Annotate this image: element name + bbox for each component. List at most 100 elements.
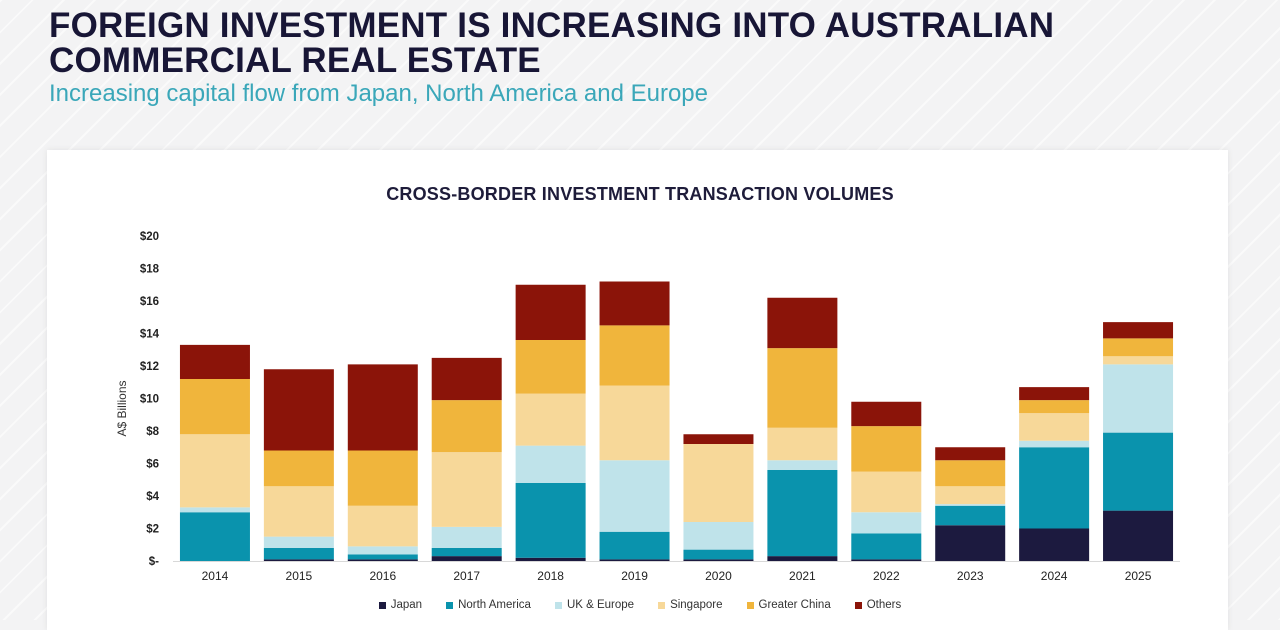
bar-segment-greater-china (515, 340, 586, 394)
bar-segment-others (179, 344, 250, 379)
bar-segment-north-america (179, 512, 250, 561)
legend-swatch (378, 601, 386, 609)
bar-segment-singapore (347, 505, 418, 547)
bar-segment-others (515, 284, 586, 340)
bar-segment-uk-europe (935, 504, 1006, 506)
y-tick-label: $16 (140, 296, 159, 308)
bar-segment-japan (515, 557, 586, 561)
legend-item: Others (854, 599, 902, 611)
bar-segment-north-america (1019, 447, 1090, 529)
legend-label: UK & Europe (566, 599, 635, 611)
legend-label: Greater China (758, 599, 831, 611)
y-tick-label: $2 (146, 524, 159, 536)
bar-segment-greater-china (431, 400, 502, 453)
bar-segment-north-america (935, 505, 1006, 526)
legend-swatch (746, 601, 754, 609)
bar-segment-greater-china (767, 348, 838, 428)
x-tick-label: 2023 (957, 569, 984, 583)
page-subtitle: Increasing capital flow from Japan, Nort… (49, 80, 709, 107)
bar-segment-singapore (263, 486, 334, 537)
bar-segment-japan (851, 559, 922, 561)
bar-segment-singapore (935, 486, 1006, 505)
bar-segment-others (431, 357, 502, 401)
bar-segment-singapore (599, 385, 670, 461)
bar-segment-north-america (767, 470, 838, 557)
legend-label: Others (866, 599, 902, 611)
bar-segment-japan (347, 559, 418, 561)
bar-segment-japan (431, 556, 502, 561)
bar-segment-singapore (431, 452, 502, 527)
bar-segment-greater-china (1019, 400, 1090, 414)
bar-segment-singapore (179, 434, 250, 508)
bar-segment-greater-china (1103, 338, 1174, 357)
y-tick-label: $8 (146, 426, 159, 438)
bar-segment-japan (1103, 510, 1174, 561)
y-tick-label: $4 (146, 491, 159, 503)
x-tick-label: 2014 (202, 569, 229, 583)
legend-label: North America (458, 599, 531, 611)
legend-item: UK & Europe (554, 599, 635, 611)
bar-segment-singapore (1019, 413, 1090, 441)
bar-segment-north-america (1103, 432, 1174, 511)
bar-segment-others (599, 281, 670, 326)
bar-segment-greater-china (935, 460, 1006, 487)
x-tick-label: 2025 (1125, 569, 1152, 583)
legend-item: Singapore (658, 599, 723, 611)
bar-segment-greater-china (347, 450, 418, 506)
x-tick-label: 2021 (789, 569, 816, 583)
chart-legend: Japan North America UK & Europe Singapore Gr… (0, 599, 1280, 611)
bar-segment-singapore (683, 444, 754, 522)
bar-segment-japan (767, 556, 838, 561)
bar-segment-greater-china (851, 426, 922, 472)
x-tick-label: 2024 (1041, 569, 1068, 583)
y-tick-label: $10 (140, 394, 159, 406)
bar-segment-japan (1019, 528, 1090, 561)
bar-segment-uk-europe (431, 526, 502, 548)
bar-segment-greater-china (599, 325, 670, 386)
bar-segment-singapore (515, 393, 586, 446)
bar-segment-singapore (767, 427, 838, 461)
x-tick-label: 2018 (537, 569, 564, 583)
x-tick-label: 2017 (453, 569, 480, 583)
bar-segment-north-america (851, 533, 922, 560)
legend-swatch (446, 601, 454, 609)
x-tick-label: 2020 (705, 569, 732, 583)
bar-segment-others (683, 434, 754, 444)
bar-segment-uk-europe (1019, 440, 1090, 448)
legend-label: Singapore (670, 599, 723, 611)
legend-swatch (658, 601, 666, 609)
bar-segment-uk-europe (851, 512, 922, 534)
page-title: FOREIGN INVESTMENT IS INCREASING INTO AU… (49, 6, 1055, 80)
y-tick-label: $6 (146, 459, 159, 471)
y-tick-label: $- (149, 556, 159, 568)
bar-segment-uk-europe (1103, 364, 1174, 433)
x-tick-label: 2016 (369, 569, 396, 583)
bar-segment-greater-china (263, 450, 334, 487)
legend-item: Japan (378, 599, 423, 611)
y-tick-label: $14 (140, 329, 160, 341)
legend-label: Japan (390, 599, 423, 611)
bar-segment-others (263, 369, 334, 451)
bar-segment-north-america (347, 554, 418, 560)
bar-segment-uk-europe (263, 536, 334, 548)
bar-segment-uk-europe (179, 507, 250, 513)
legend-swatch (854, 601, 862, 609)
bar-segment-japan (599, 559, 670, 561)
bar-segment-north-america (515, 483, 586, 558)
bar-segment-others (767, 297, 838, 349)
bar-segment-others (1019, 387, 1090, 401)
bar-segment-north-america (683, 549, 754, 560)
x-tick-label: 2022 (873, 569, 900, 583)
y-tick-label: $20 (140, 231, 159, 243)
bar-segment-singapore (851, 471, 922, 513)
bar-segment-others (935, 447, 1006, 461)
bar-segment-uk-europe (599, 460, 670, 532)
bar-segment-singapore (1103, 356, 1174, 365)
x-tick-label: 2015 (286, 569, 313, 583)
bar-segment-uk-europe (683, 522, 754, 550)
bar-segment-greater-china (179, 379, 250, 435)
bar-segment-north-america (263, 548, 334, 560)
chart-title: CROSS-BORDER INVESTMENT TRANSACTION VOLU… (386, 184, 894, 204)
bar-segment-uk-europe (515, 445, 586, 483)
y-tick-label: $18 (140, 264, 160, 276)
